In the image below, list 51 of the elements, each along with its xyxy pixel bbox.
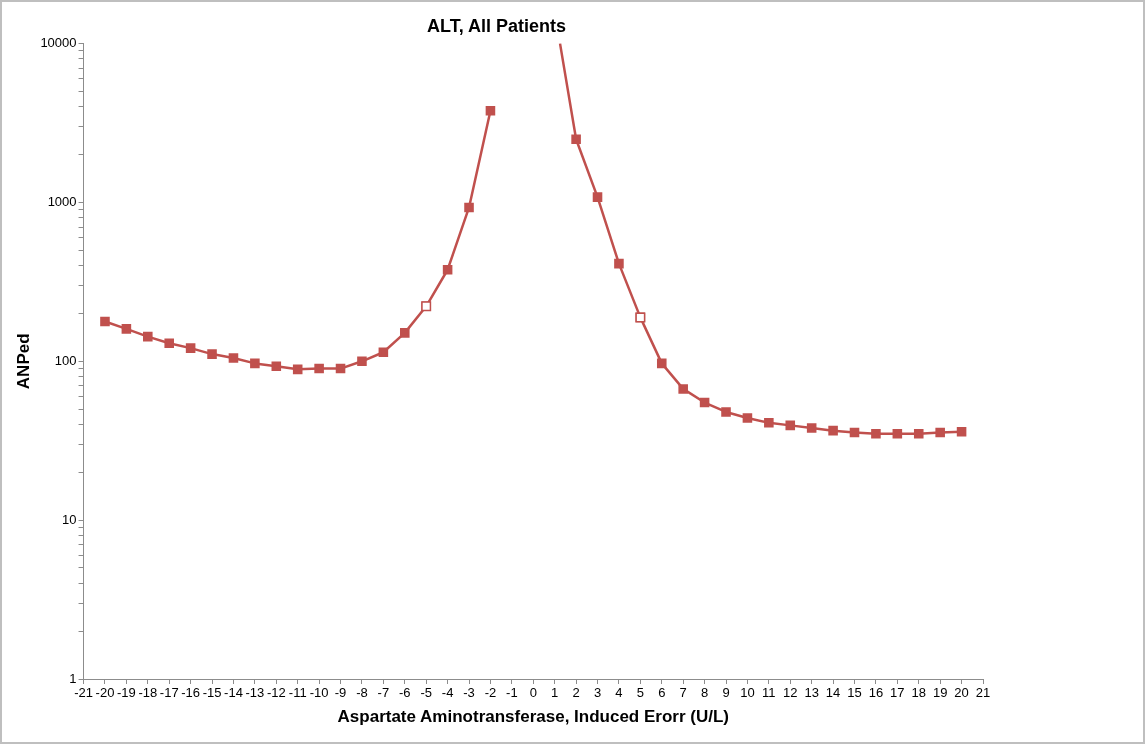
x-tick-label: -17 [159,685,179,701]
x-tick-label: -15 [202,685,222,701]
y-tick-label: 10000 [40,35,77,51]
x-tick-label: 19 [932,685,948,701]
y-tick-label: 1 [69,670,77,686]
chart-title: ALT, All Patients [426,15,567,36]
x-tick-label: -4 [441,685,454,701]
x-tick-label: -13 [245,685,265,701]
x-tick-label: 0 [529,685,537,701]
x-tick-label: -14 [224,685,243,701]
x-tick-label: 8 [700,685,709,701]
x-tick-label: 16 [868,685,884,701]
x-tick-label: -20 [95,685,115,701]
y-axis-title: ANPed [13,333,33,390]
y-tick-label: 1000 [47,194,77,210]
x-tick-label: -19 [116,685,136,701]
y-tick-label: 10 [62,511,77,527]
x-tick-label: 3 [593,685,602,701]
x-tick-label: 12 [783,685,798,701]
x-tick-label: -6 [399,685,411,701]
x-tick-label: -18 [138,685,158,701]
x-tick-label: 1 [551,685,559,701]
x-tick-label: 2 [572,685,580,701]
x-tick-label: 10 [740,685,755,701]
x-tick-label: 11 [762,685,776,701]
x-tick-label: 17 [890,685,905,701]
x-tick-label: -12 [266,685,286,701]
x-tick-label: -10 [309,685,329,701]
x-tick-label: 4 [615,685,623,701]
x-tick-label: -8 [356,685,368,701]
x-tick-label: -5 [420,685,432,701]
x-tick-label: 21 [975,685,991,701]
x-axis-title: Aspartate Aminotransferase, Induced Erorr (U/L) [337,707,729,727]
x-tick-label: 9 [722,685,730,701]
x-tick-label: -16 [181,685,201,701]
x-tick-label: 18 [911,685,926,701]
x-tick-label: 14 [825,685,841,701]
x-tick-label: -9 [334,685,347,701]
x-tick-label: 15 [847,685,862,701]
x-tick-label: 6 [658,685,666,701]
y-tick-label: 100 [54,352,77,368]
x-tick-label: 13 [804,685,819,701]
x-tick-label: 20 [954,685,969,701]
x-tick-label: 7 [679,685,687,701]
x-tick-label: -2 [484,685,497,701]
x-tick-label: -1 [506,685,518,701]
x-tick-label: -3 [463,685,475,701]
x-tick-label: 5 [636,685,644,701]
x-tick-label: -7 [377,685,390,701]
x-tick-label: -21 [74,685,93,701]
x-tick-label: -11 [288,685,307,701]
